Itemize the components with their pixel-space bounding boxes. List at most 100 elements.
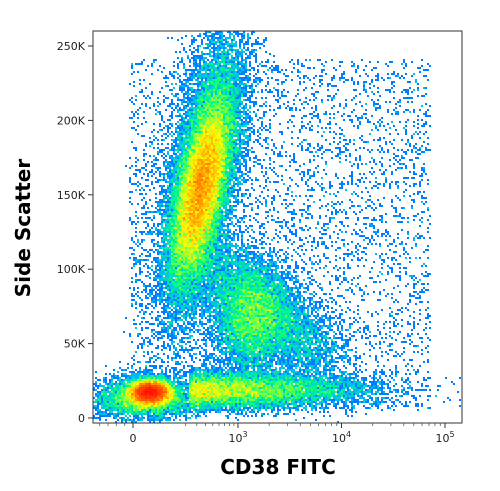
density-cell — [355, 159, 357, 161]
density-cell — [325, 173, 327, 175]
density-cell — [171, 73, 173, 75]
density-cell — [197, 205, 199, 207]
density-cell — [385, 179, 387, 181]
density-cell — [381, 221, 383, 223]
density-cell — [231, 161, 233, 163]
density-cell — [379, 145, 381, 147]
density-cell — [147, 223, 149, 225]
density-cell — [187, 93, 189, 95]
density-cell — [257, 37, 259, 39]
density-cell — [241, 199, 243, 201]
density-cell — [151, 227, 153, 229]
density-cell — [235, 119, 237, 121]
density-cell — [193, 195, 195, 197]
density-cell — [203, 105, 205, 107]
density-cell — [237, 159, 239, 161]
density-cell — [233, 133, 235, 135]
density-cell — [219, 37, 221, 39]
density-cell — [221, 105, 223, 107]
density-cell — [339, 79, 341, 81]
density-cell — [169, 177, 171, 179]
density-cell — [161, 185, 163, 187]
density-cell — [197, 105, 199, 107]
density-cell — [221, 75, 223, 77]
density-cell — [215, 177, 217, 179]
density-cell — [217, 207, 219, 209]
density-cell — [209, 113, 211, 115]
density-cell — [205, 69, 207, 71]
density-cell — [201, 79, 203, 81]
density-cell — [173, 95, 175, 97]
density-cell — [185, 203, 187, 205]
density-cell — [225, 225, 227, 227]
density-cell — [197, 55, 199, 57]
density-cell — [213, 207, 215, 209]
density-cell — [409, 81, 411, 83]
density-cell — [151, 219, 153, 221]
density-cell — [231, 57, 233, 59]
density-cell — [331, 107, 333, 109]
density-cell — [179, 149, 181, 151]
density-cell — [261, 91, 263, 93]
density-cell — [317, 125, 319, 127]
density-cell — [235, 217, 237, 219]
density-cell — [205, 201, 207, 203]
density-cell — [183, 47, 185, 49]
density-cell — [247, 127, 249, 129]
density-cell — [209, 185, 211, 187]
density-cell — [291, 59, 293, 61]
density-cell — [223, 225, 225, 227]
density-cell — [165, 201, 167, 203]
density-cell — [229, 105, 231, 107]
density-cell — [361, 135, 363, 137]
density-cell — [247, 189, 249, 191]
density-cell — [213, 85, 215, 87]
density-cell — [215, 55, 217, 57]
density-cell — [225, 181, 227, 183]
density-cell — [265, 179, 267, 181]
density-cell — [207, 145, 209, 147]
density-cell — [227, 149, 229, 151]
density-cell — [209, 35, 211, 37]
density-cell — [161, 135, 163, 137]
density-cell — [255, 97, 257, 99]
density-cell — [205, 47, 207, 49]
density-cell — [219, 89, 221, 91]
density-cell — [171, 207, 173, 209]
density-cell — [241, 63, 243, 65]
density-cell — [233, 157, 235, 159]
density-cell — [221, 187, 223, 189]
density-cell — [207, 153, 209, 155]
density-cell — [265, 97, 267, 99]
density-cell — [227, 79, 229, 81]
density-cell — [217, 169, 219, 171]
density-cell — [243, 173, 245, 175]
density-cell — [239, 201, 241, 203]
density-cell — [263, 103, 265, 105]
density-cell — [247, 39, 249, 41]
density-cell — [221, 167, 223, 169]
density-cell — [189, 219, 191, 221]
density-cell — [167, 223, 169, 225]
density-cell — [231, 89, 233, 91]
density-cell — [249, 85, 251, 87]
density-cell — [217, 227, 219, 229]
density-cell — [265, 85, 267, 87]
density-cell — [195, 199, 197, 201]
density-cell — [243, 109, 245, 111]
density-cell — [307, 147, 309, 149]
density-cell — [223, 201, 225, 203]
density-cell — [219, 119, 221, 121]
density-cell — [345, 217, 347, 219]
density-cell — [205, 149, 207, 151]
density-cell — [201, 211, 203, 213]
density-cell — [145, 221, 147, 223]
density-cell — [227, 147, 229, 149]
density-cell — [183, 163, 185, 165]
density-cell — [227, 175, 229, 177]
density-cell — [229, 125, 231, 127]
density-cell — [167, 153, 169, 155]
density-cell — [201, 93, 203, 95]
density-cell — [213, 87, 215, 89]
density-cell — [313, 171, 315, 173]
